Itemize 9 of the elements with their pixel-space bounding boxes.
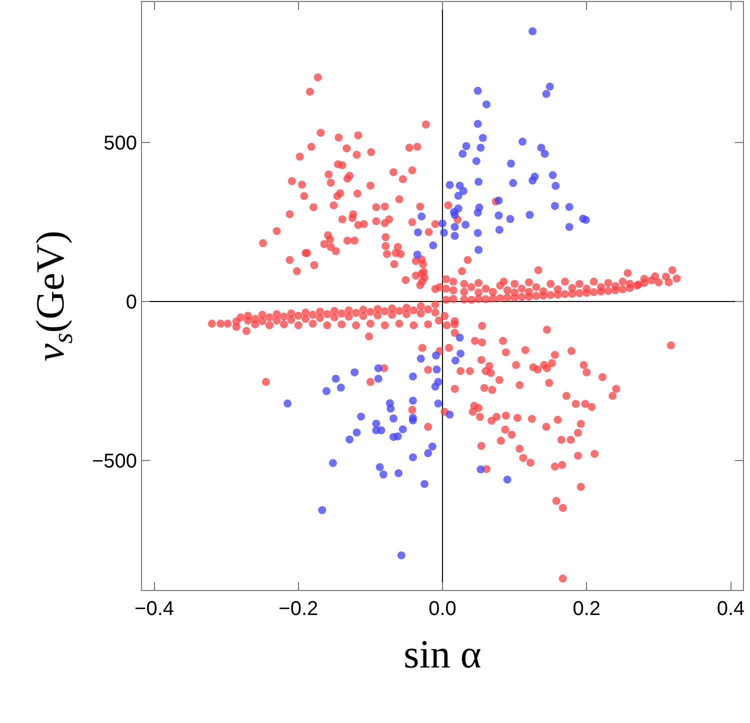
x-axis-title: sin α xyxy=(404,632,482,676)
x-tick-label: 0.0 xyxy=(428,598,456,620)
x-tick-label: 0.4 xyxy=(716,598,745,620)
y-tick-label: 500 xyxy=(104,132,137,154)
y-tick-label: −500 xyxy=(92,450,137,472)
x-tick-label: −0.4 xyxy=(134,598,174,620)
x-tick-label: 0.2 xyxy=(572,598,601,620)
y-tick-label: 0 xyxy=(126,291,137,314)
x-tick-label: −0.2 xyxy=(278,598,318,620)
